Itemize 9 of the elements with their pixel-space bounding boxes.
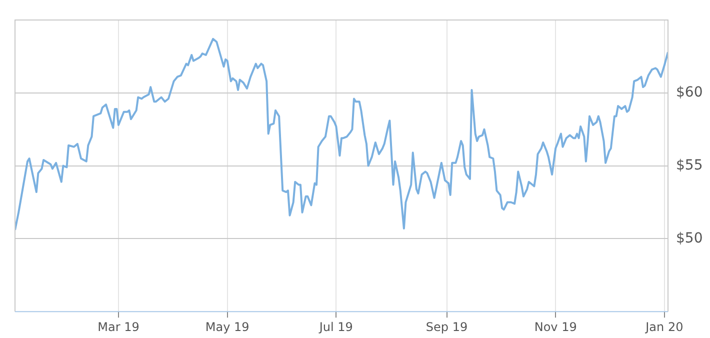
x-tick-label: Mar 19 <box>98 320 140 334</box>
x-tick-label: Nov 19 <box>534 320 577 334</box>
x-tick-label: Jan 20 <box>644 320 684 334</box>
x-tick-label: Sep 19 <box>426 320 468 334</box>
y-tick-label: $50 <box>676 230 703 246</box>
x-tick-label: May 19 <box>205 320 250 334</box>
y-tick-label: $60 <box>676 84 703 101</box>
y-tick-label: $55 <box>676 157 703 174</box>
x-tick-label: Jul 19 <box>318 320 353 334</box>
